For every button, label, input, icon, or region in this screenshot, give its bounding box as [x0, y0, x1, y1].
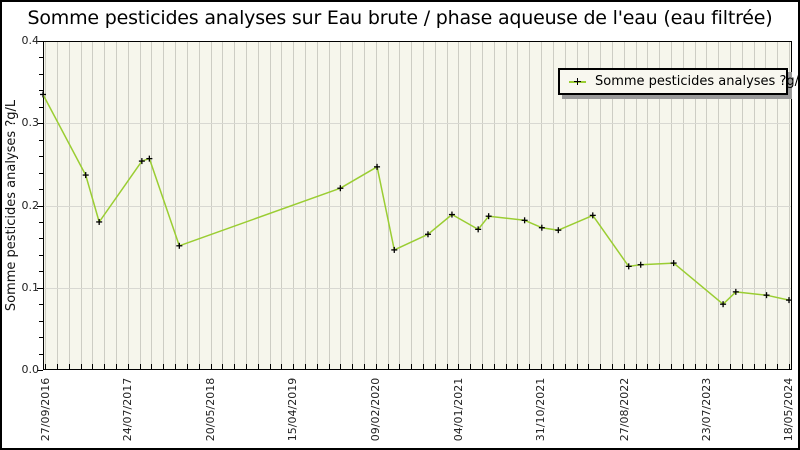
x-tick-label: 23/07/2023: [672, 376, 742, 442]
x-tick-label-text: 27/08/2022: [617, 377, 631, 441]
x-tick-label: 04/01/2021: [424, 376, 494, 442]
x-tick-label-text: 09/02/2020: [369, 377, 383, 441]
x-tick-label: 20/05/2018: [176, 376, 246, 442]
x-tick-label: 09/02/2020: [341, 376, 411, 442]
x-tick-label-text: 23/07/2023: [700, 377, 714, 441]
legend-label: Somme pesticides analyses ?g/L: [595, 74, 800, 89]
x-tick-label-text: 24/07/2017: [121, 377, 135, 441]
x-tick-label-text: 20/05/2018: [204, 377, 218, 441]
x-tick-label: 24/07/2017: [93, 376, 163, 442]
x-tick-label-text: 27/09/2016: [38, 377, 52, 441]
plot-background: [43, 41, 792, 370]
x-tick-label-text: 15/04/2019: [286, 377, 300, 441]
y-axis-title: Somme pesticides analyses ?g/L: [4, 99, 20, 312]
x-tick-label-text: 04/01/2021: [452, 377, 466, 441]
x-tick-label: 31/10/2021: [506, 376, 576, 442]
y-tick-label: 0.0: [21, 363, 40, 376]
plot-border: [43, 41, 792, 370]
x-tick-label-text: 18/05/2024: [782, 377, 796, 441]
y-tick-label: 0.2: [21, 198, 40, 212]
y-tick-label: 0.1: [21, 280, 40, 294]
x-tick-label-text: 31/10/2021: [534, 377, 548, 441]
legend-line-marker: [569, 76, 586, 87]
legend: Somme pesticides analyses ?g/L: [558, 68, 798, 95]
x-tick-label: 15/04/2019: [258, 376, 328, 442]
plus-marker-icon: [576, 78, 579, 85]
x-tick-label: 27/09/2016: [10, 376, 80, 442]
x-tick-label: 18/05/2024: [754, 376, 798, 442]
y-tick-label: 0.4: [21, 34, 40, 47]
chart-title: Somme pesticides analyses sur Eau brute …: [27, 7, 773, 29]
y-tick-label: 0.3: [21, 116, 40, 130]
x-tick-label: 27/08/2022: [589, 376, 659, 442]
